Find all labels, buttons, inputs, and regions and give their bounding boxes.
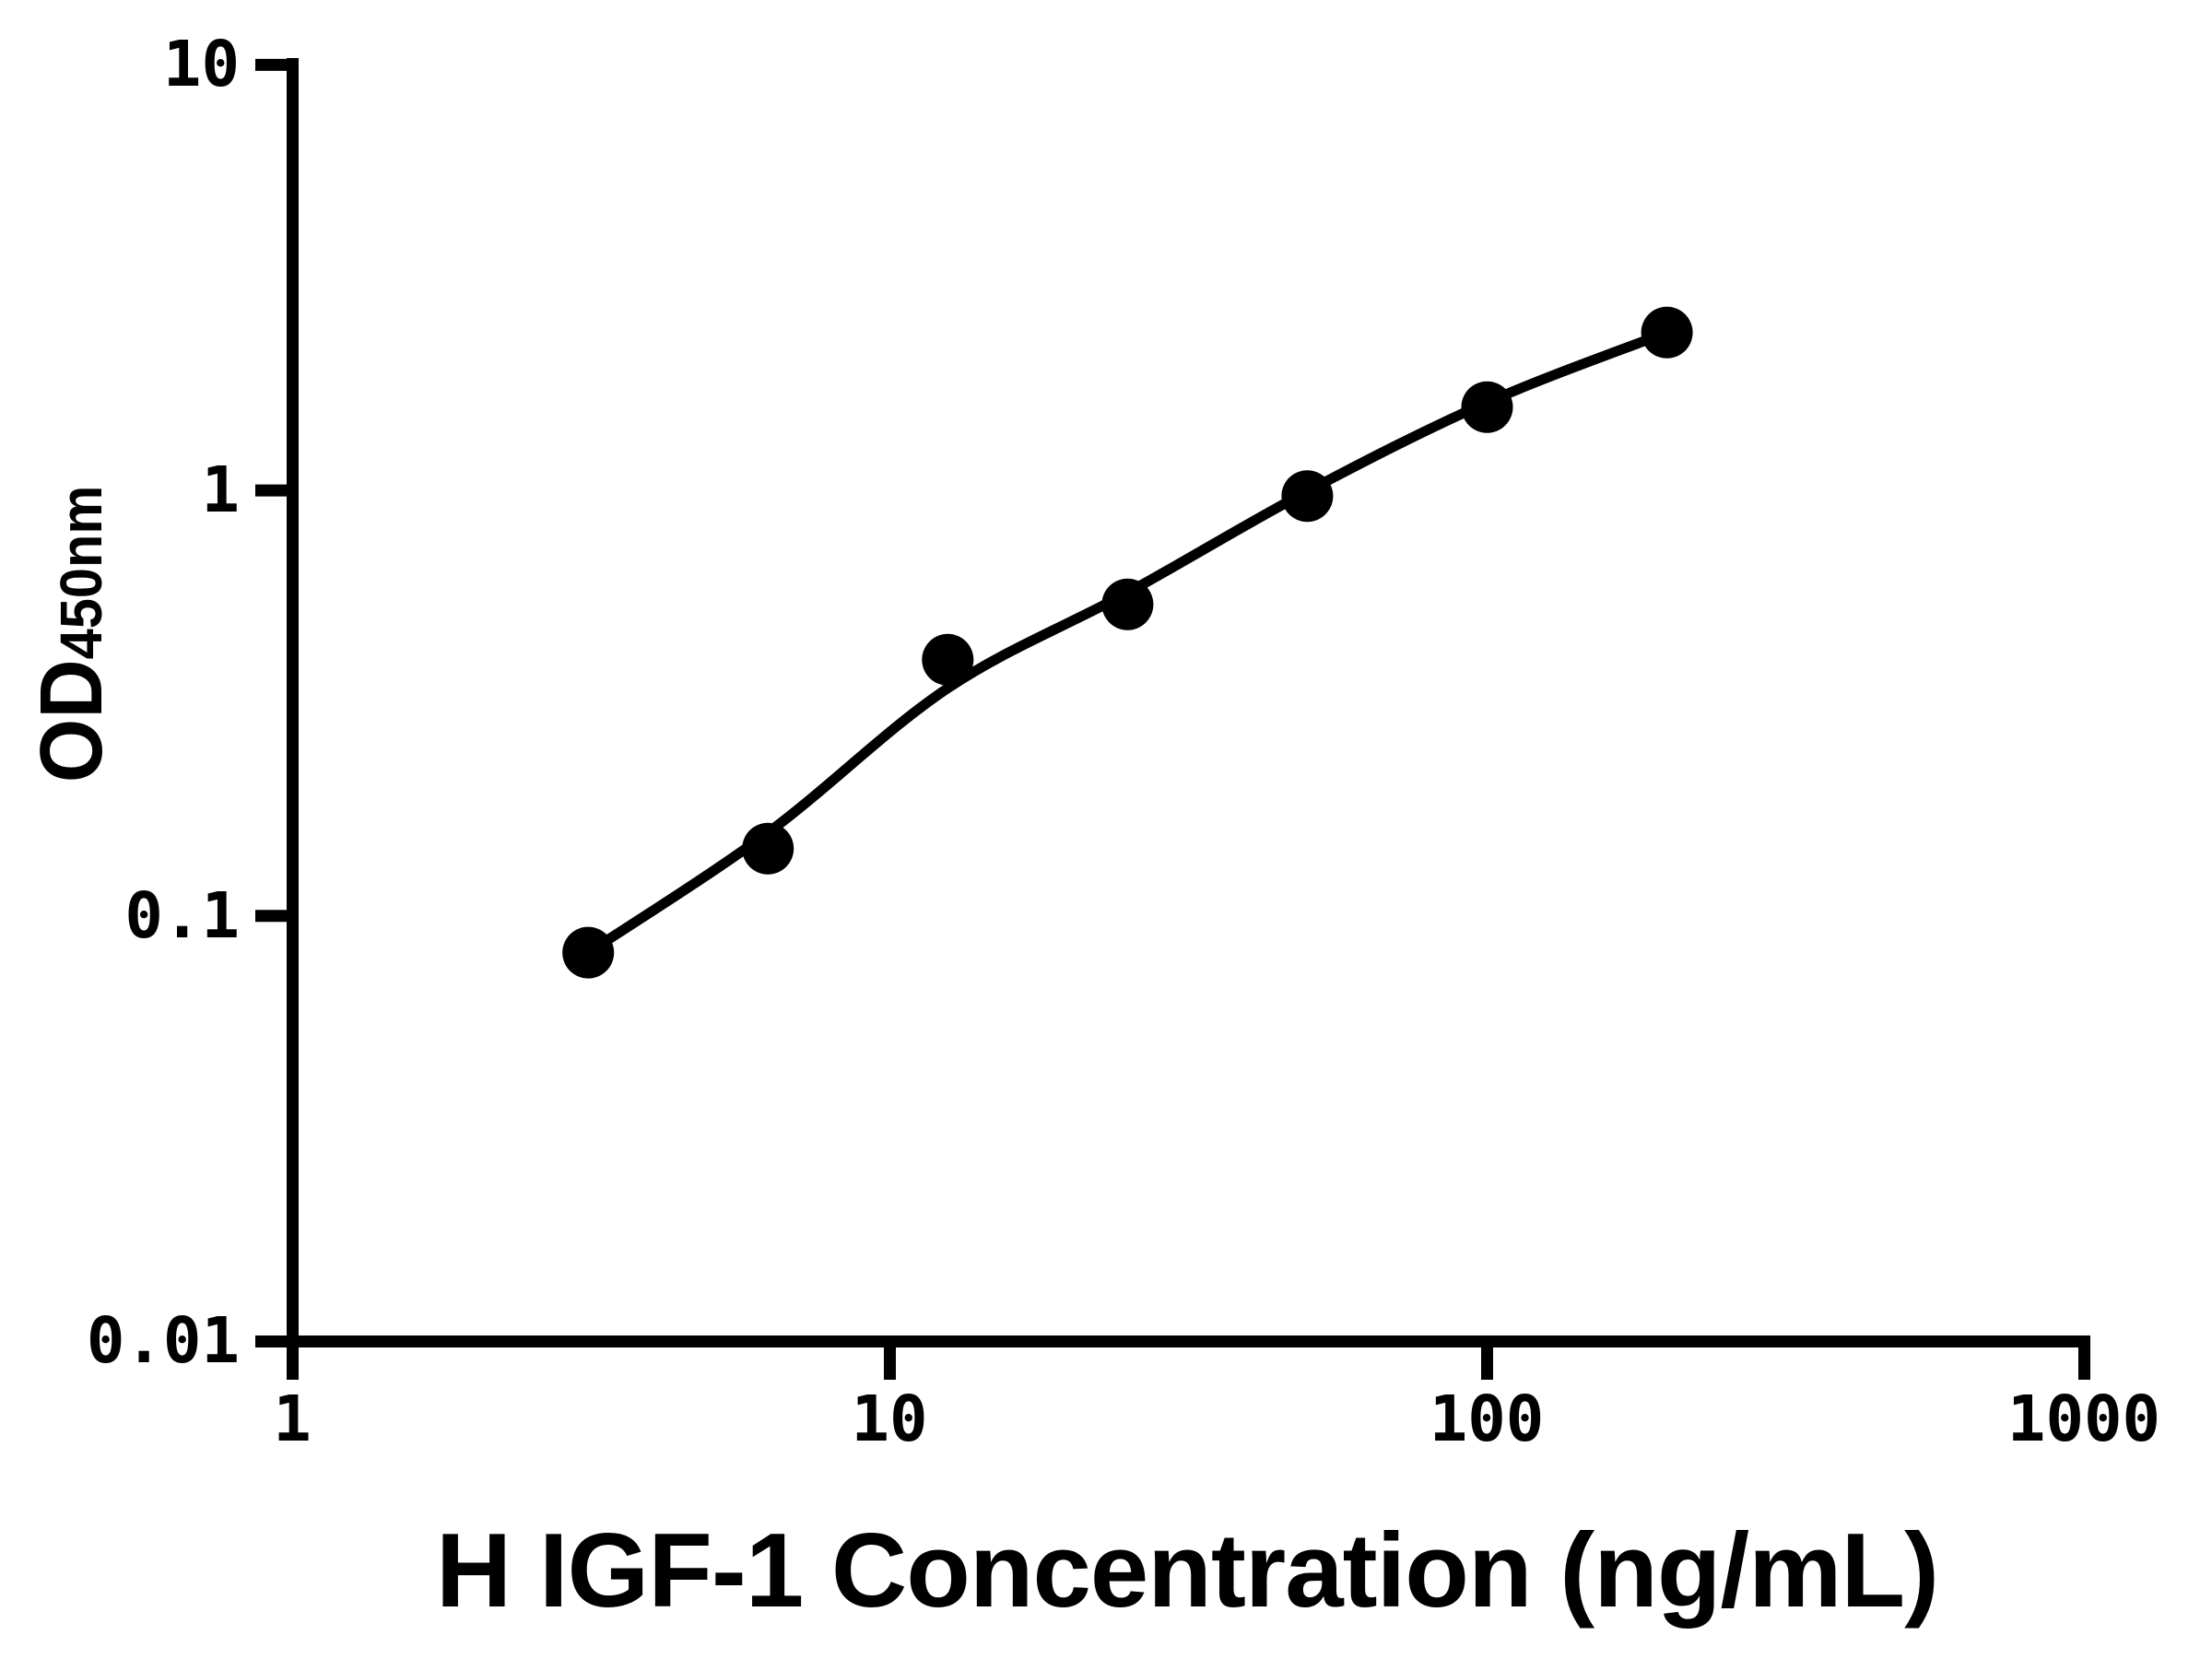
x-tick-label-100: 100	[1429, 1382, 1545, 1456]
x-axis-title: H IGF-1 Concentration (ng/mL)	[435, 1512, 1939, 1630]
y-axis-title: OD450nm	[22, 485, 121, 783]
axes	[255, 58, 2090, 1380]
data-points	[562, 306, 1693, 979]
x-tick-label-1000: 1000	[2006, 1382, 2161, 1456]
y-tick-label-0.01: 0.01	[86, 1304, 240, 1378]
y-tick-label-10: 10	[162, 28, 240, 101]
data-point-marker	[742, 822, 794, 875]
y-tick-label-1: 1	[201, 453, 240, 527]
y-tick-label-0.1: 0.1	[124, 879, 240, 953]
y-axis-title-sub: 450nm	[48, 485, 114, 660]
data-point-marker	[1461, 381, 1513, 433]
y-axis-title-main: OD	[22, 659, 121, 783]
data-point-marker	[922, 633, 974, 686]
data-point-marker	[1101, 578, 1154, 630]
x-tick-label-10: 10	[851, 1382, 928, 1456]
x-tick-label-1: 1	[273, 1382, 312, 1456]
data-point-marker	[1641, 306, 1693, 359]
data-point-marker	[1281, 470, 1334, 523]
data-point-marker	[562, 926, 615, 979]
